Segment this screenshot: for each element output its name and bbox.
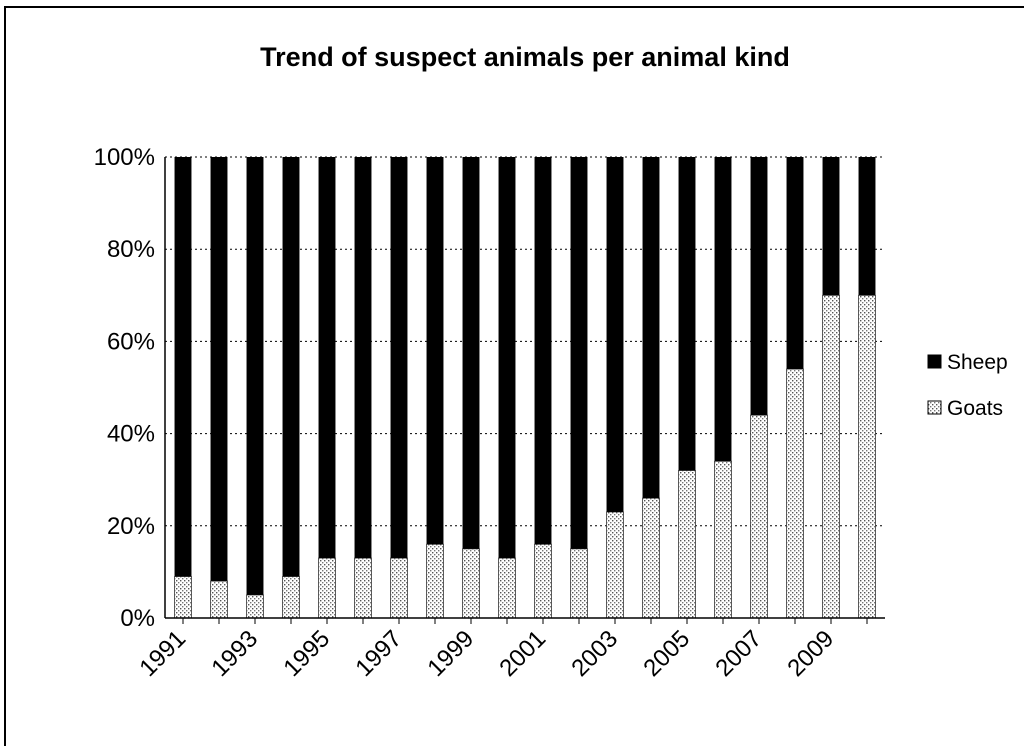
bar-sheep <box>750 157 768 416</box>
bar-goats <box>714 460 732 619</box>
y-tick-label: 0% <box>120 605 155 632</box>
bar-goats <box>786 368 804 619</box>
bar-goats <box>858 294 876 619</box>
bar-goats <box>750 414 768 619</box>
y-axis: 0% 20% 40% 60% 80% 100% <box>94 144 155 632</box>
x-tick-label: 2005 <box>638 625 695 682</box>
x-tick-label: 1997 <box>350 625 407 682</box>
bar-sheep <box>462 157 480 549</box>
bar-goats <box>822 294 840 619</box>
legend-label: Goats <box>947 397 1003 420</box>
bar-sheep <box>822 157 840 296</box>
x-tick-label: 2001 <box>494 625 551 682</box>
x-tick-label: 2009 <box>782 625 839 682</box>
bar-sheep <box>642 157 660 499</box>
x-tick-label: 2007 <box>710 625 767 682</box>
plot-area <box>164 156 885 619</box>
bar-sheep <box>786 157 804 370</box>
bar-goats <box>606 511 624 619</box>
x-tick-label: 1995 <box>278 625 335 682</box>
bar-sheep <box>174 157 192 577</box>
x-tick-label: 1991 <box>134 625 191 682</box>
bar-sheep <box>570 157 588 549</box>
chart-title: Trend of suspect animals per animal kind <box>260 42 790 72</box>
bar-sheep <box>354 157 372 559</box>
bar-goats <box>426 543 444 619</box>
bar-goats <box>246 594 264 619</box>
bar-goats <box>390 557 408 619</box>
bar-goats <box>462 548 480 619</box>
bar-sheep <box>534 157 552 545</box>
legend-swatch <box>927 354 942 369</box>
legend: Sheep Goats <box>927 351 1008 420</box>
y-tick-label: 20% <box>107 513 155 540</box>
bar-goats <box>174 576 192 619</box>
bar-sheep <box>390 157 408 559</box>
bar-goats <box>210 580 228 619</box>
bar-goats <box>570 548 588 619</box>
bar-sheep <box>246 157 264 595</box>
y-tick-label: 40% <box>107 421 155 448</box>
y-tick-label: 60% <box>107 328 155 355</box>
x-axis: 1991 1993 1995 1997 1999 2001 2003 2005 2007 2009 <box>134 618 868 682</box>
bar-sheep <box>426 157 444 545</box>
bar-sheep <box>210 157 228 582</box>
bar-goats <box>534 543 552 619</box>
bar-sheep <box>858 157 876 296</box>
x-tick-label: 1999 <box>422 625 479 682</box>
legend-swatch <box>927 400 942 415</box>
bar-goats <box>498 557 516 619</box>
bar-sheep <box>606 157 624 512</box>
bar-goats <box>318 557 336 619</box>
bar-sheep <box>498 157 516 559</box>
legend-label: Sheep <box>947 351 1008 374</box>
bar-goats <box>282 576 300 619</box>
bar-goats <box>678 470 696 619</box>
bar-goats <box>642 497 660 619</box>
bar-sheep <box>318 157 336 559</box>
x-tick-label: 2003 <box>566 625 623 682</box>
bar-goats <box>354 557 372 619</box>
bar-sheep <box>678 157 696 471</box>
bar-sheep <box>714 157 732 462</box>
x-tick-label: 1993 <box>206 625 263 682</box>
chart-frame <box>4 6 1024 746</box>
y-tick-label: 100% <box>94 144 155 171</box>
bar-sheep <box>282 157 300 577</box>
y-tick-label: 80% <box>107 236 155 263</box>
